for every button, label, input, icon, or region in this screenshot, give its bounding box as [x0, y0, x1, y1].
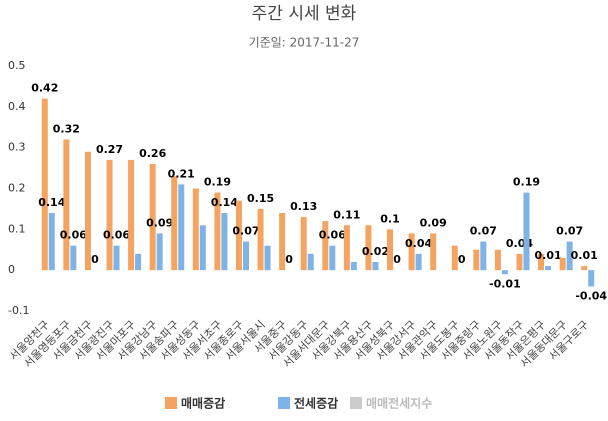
bar — [480, 241, 487, 271]
bar — [329, 245, 336, 271]
bar — [221, 213, 228, 271]
value-label: 0.14 — [211, 196, 238, 209]
bar — [264, 245, 271, 271]
value-label: 0.07 — [232, 225, 259, 238]
legend-label: 매매증감 — [181, 396, 225, 411]
value-label: 0.27 — [96, 143, 123, 156]
bar — [135, 253, 142, 271]
value-label: 0.04 — [405, 237, 432, 250]
value-label: 0 — [285, 253, 293, 266]
value-label: 0.02 — [362, 245, 389, 258]
value-label: 0.06 — [103, 229, 130, 242]
value-label: 0.21 — [168, 167, 195, 180]
value-label: 0.19 — [204, 176, 231, 189]
bar — [451, 245, 458, 271]
bar — [350, 262, 357, 271]
legend-swatch — [165, 397, 177, 409]
bar — [343, 225, 350, 271]
bar — [322, 221, 329, 271]
bar — [408, 233, 415, 271]
bar — [581, 266, 588, 271]
bar — [242, 241, 249, 271]
y-tick-label: 0.3 — [8, 141, 26, 154]
value-label: 0.15 — [247, 192, 274, 205]
bar — [149, 164, 156, 271]
value-label: 0.06 — [60, 229, 87, 242]
legend-label: 매매전세지수 — [366, 396, 432, 411]
value-label: 0 — [458, 253, 466, 266]
value-label: 0.07 — [556, 225, 583, 238]
bar — [387, 229, 394, 271]
bar — [106, 159, 113, 271]
bar — [415, 253, 422, 271]
value-label: 0.09 — [146, 216, 173, 229]
value-label: 0.14 — [38, 196, 65, 209]
value-label: 0 — [91, 253, 99, 266]
value-label: 0.01 — [534, 249, 561, 262]
y-tick-label: -0.1 — [8, 304, 29, 317]
legend-label: 전세증감 — [294, 396, 338, 411]
bar — [63, 139, 70, 271]
bar — [494, 249, 501, 271]
bar — [113, 245, 120, 271]
bar — [559, 257, 566, 271]
value-label: -0.04 — [575, 290, 607, 303]
bar — [84, 151, 91, 271]
bar — [430, 233, 437, 271]
value-label: 0.19 — [513, 176, 540, 189]
bar — [41, 98, 48, 271]
y-tick-label: 0.2 — [8, 182, 26, 195]
value-label: -0.01 — [489, 277, 521, 290]
legend-swatch — [350, 397, 362, 409]
bar — [473, 249, 480, 271]
value-label: 0 — [393, 253, 401, 266]
bar — [523, 192, 530, 271]
bar — [538, 253, 545, 271]
bar — [588, 270, 595, 287]
chart-title: 주간 시세 변화 — [252, 4, 357, 24]
bar — [307, 253, 314, 271]
bar — [372, 262, 379, 271]
chart-subtitle: 기준일: 2017-11-27 — [249, 36, 360, 50]
legend-swatch — [278, 397, 290, 409]
bar — [214, 192, 221, 271]
bar — [545, 266, 552, 271]
bar — [566, 241, 573, 271]
bar — [171, 176, 178, 271]
value-label: 0.13 — [290, 200, 317, 213]
bar — [199, 225, 206, 271]
bar — [70, 245, 77, 271]
bar — [257, 208, 264, 271]
bar — [279, 213, 286, 271]
value-label: 0.32 — [53, 123, 80, 136]
y-tick-label: 0.5 — [8, 59, 26, 72]
value-label: 0.11 — [333, 208, 360, 221]
bar — [235, 200, 242, 271]
value-label: 0.07 — [470, 225, 497, 238]
bar — [128, 159, 135, 271]
y-tick-label: 0.1 — [8, 222, 26, 235]
value-label: 0.09 — [420, 216, 447, 229]
y-tick-label: 0.4 — [8, 100, 26, 113]
bar — [501, 270, 508, 275]
bar — [300, 217, 307, 271]
value-label: 0.42 — [31, 82, 58, 95]
bar — [192, 188, 199, 271]
value-label: 0.1 — [380, 212, 400, 225]
bar — [365, 225, 372, 271]
value-label: 0.26 — [139, 147, 166, 160]
bar — [516, 253, 523, 271]
value-label: 0.01 — [571, 249, 598, 262]
bar — [48, 213, 55, 271]
y-tick-label: 0 — [8, 263, 15, 276]
bar — [178, 184, 185, 271]
value-label: 0.06 — [319, 229, 346, 242]
bar — [156, 233, 163, 271]
